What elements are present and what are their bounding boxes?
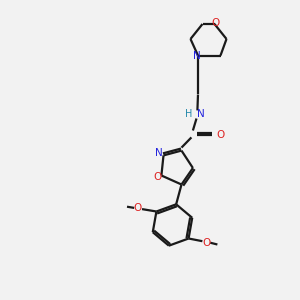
Text: N: N bbox=[155, 148, 163, 158]
Text: H: H bbox=[185, 109, 192, 119]
Text: N: N bbox=[196, 109, 204, 119]
Text: O: O bbox=[216, 130, 225, 140]
Text: N: N bbox=[193, 51, 200, 62]
Text: O: O bbox=[202, 238, 211, 248]
Text: O: O bbox=[134, 203, 142, 213]
Text: O: O bbox=[212, 18, 220, 28]
Text: O: O bbox=[153, 172, 161, 182]
